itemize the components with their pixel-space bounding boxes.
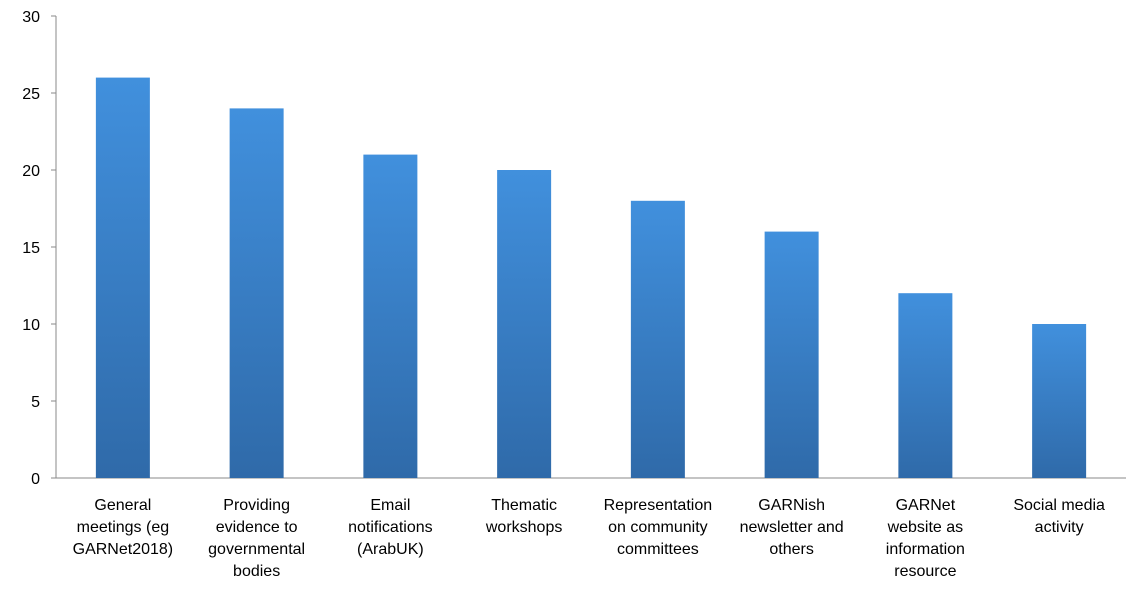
bar (229, 108, 284, 479)
y-tick-label: 30 (22, 9, 40, 26)
y-tick-label: 15 (22, 240, 40, 257)
x-category-label-line: General (94, 497, 151, 514)
x-category-label-line: committees (617, 541, 699, 558)
x-category-label-line: Thematic (491, 497, 557, 514)
y-tick-label: 0 (31, 471, 40, 488)
x-category-label-line: website as (887, 519, 964, 536)
x-category-label-line: Social media (1013, 497, 1105, 514)
x-category-label-line: resource (894, 563, 956, 580)
x-category-label: Email notifications (ArabUK) (348, 497, 433, 558)
y-axis-ticks: 0 5 10 15 20 25 30 (22, 9, 56, 488)
x-category-label: GARNish newsletter and others (740, 497, 844, 558)
x-category-label: Providing evidence to governmental bodies (208, 497, 305, 580)
y-tick-label: 10 (22, 317, 40, 334)
x-category-label: Representation on community committees (604, 497, 713, 558)
bars-group (95, 77, 1087, 479)
x-category-label-line: on community (608, 519, 708, 536)
x-category-label-line: Email (370, 497, 410, 514)
x-category-label-line: activity (1035, 519, 1084, 536)
bar (764, 231, 819, 478)
x-category-label-line: meetings (eg (77, 519, 170, 536)
x-category-label-line: bodies (233, 563, 280, 580)
bar (630, 200, 685, 479)
x-category-label-line: workshops (485, 519, 562, 536)
x-category-label-line: GARNet2018) (73, 541, 174, 558)
y-tick-label: 5 (31, 394, 40, 411)
y-tick-label: 25 (22, 86, 40, 103)
x-category-label-line: Representation (604, 497, 713, 514)
x-category-label-line: GARNet (896, 497, 956, 514)
x-category-label-line: GARNish (758, 497, 825, 514)
y-tick-label: 20 (22, 163, 40, 180)
x-axis-labels: General meetings (eg GARNet2018) Providing e… (73, 497, 1105, 580)
x-category-label-line: (ArabUK) (357, 541, 424, 558)
x-category-label-line: notifications (348, 519, 433, 536)
bar (898, 293, 953, 478)
bar (363, 154, 418, 478)
x-category-label: Thematic workshops (485, 497, 562, 536)
x-category-label: Social media activity (1013, 497, 1105, 536)
x-category-label: General meetings (eg GARNet2018) (73, 497, 174, 558)
x-category-label-line: others (769, 541, 813, 558)
bar (1032, 324, 1087, 478)
bar (95, 77, 150, 478)
x-category-label-line: evidence to (216, 519, 298, 536)
x-category-label-line: newsletter and (740, 519, 844, 536)
x-category-label: GARNet website as information resource (886, 497, 965, 580)
x-category-label-line: governmental (208, 541, 305, 558)
bar (497, 170, 552, 478)
x-category-label-line: information (886, 541, 965, 558)
x-category-label-line: Providing (223, 497, 290, 514)
